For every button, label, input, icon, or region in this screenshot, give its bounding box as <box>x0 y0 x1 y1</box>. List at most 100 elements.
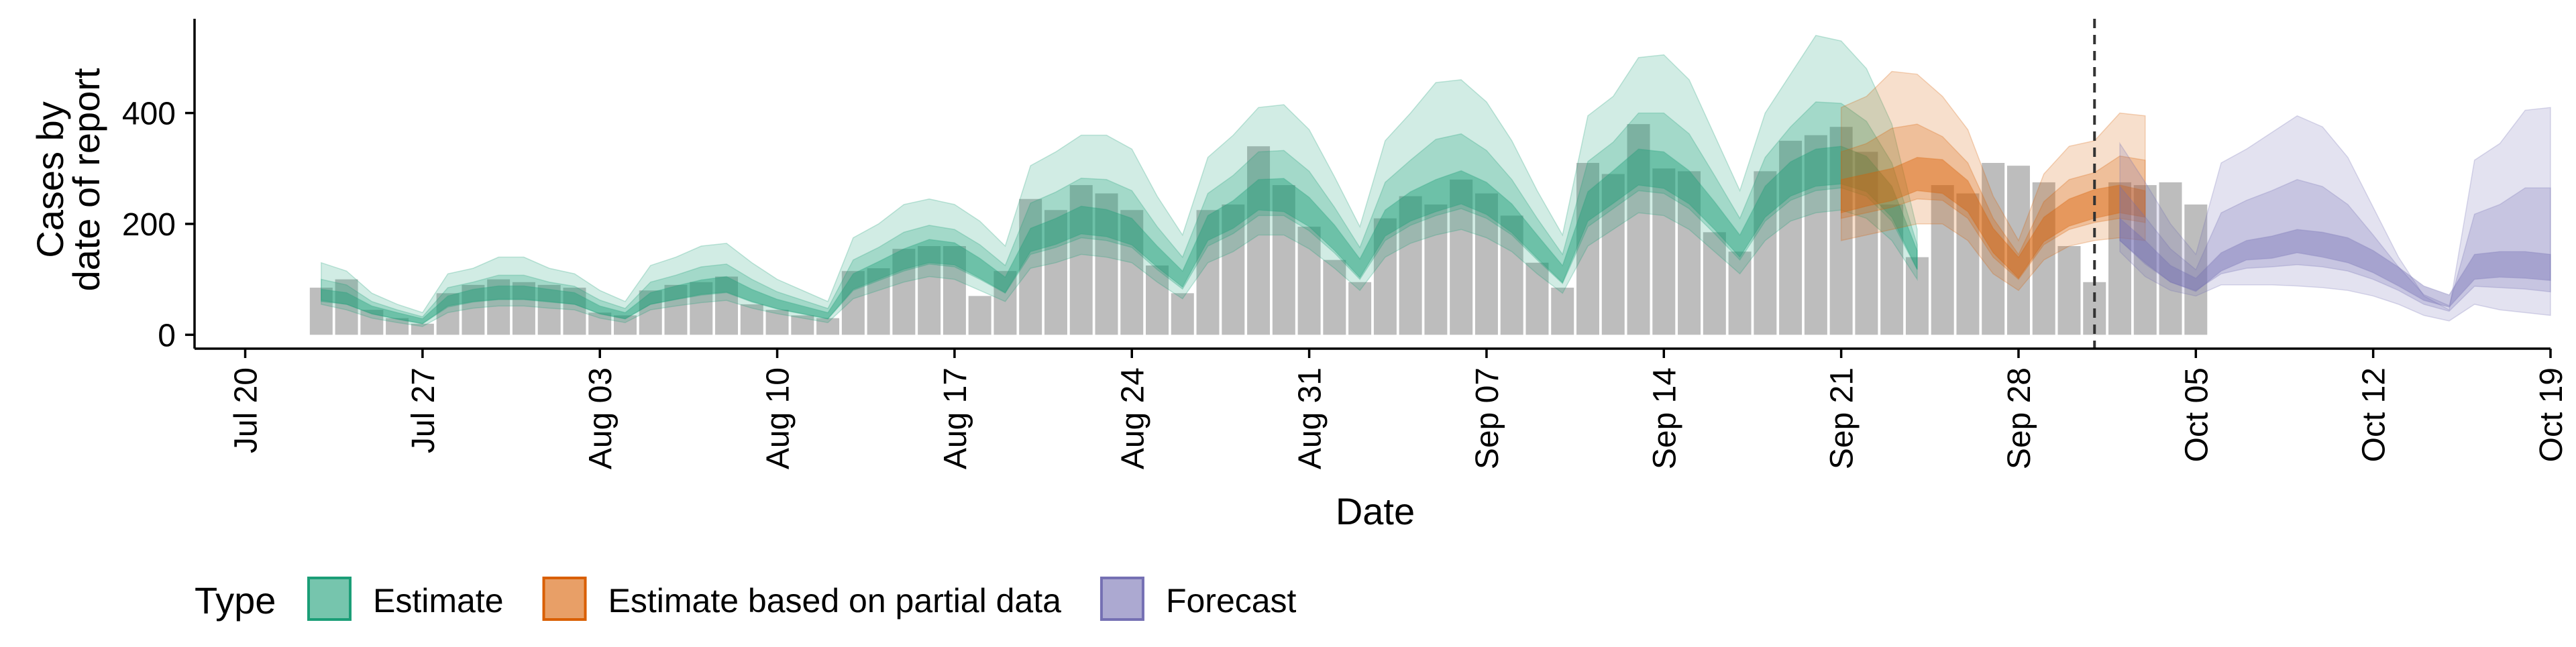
case-bar <box>2006 166 2030 335</box>
case-bar <box>1019 198 1042 335</box>
estimate-based-on-partial-data-band-90 <box>1840 70 2146 292</box>
legend-label-estimate: Estimate <box>373 582 504 620</box>
case-bar <box>1601 174 1625 335</box>
case-bar <box>639 290 662 335</box>
case-bar <box>487 279 511 335</box>
case-bar <box>1525 262 1549 335</box>
case-bar <box>1272 185 1295 335</box>
case-bar <box>1222 204 1245 335</box>
case-bar <box>1500 215 1523 335</box>
case-bar <box>512 282 535 335</box>
legend-swatch-estimate <box>307 577 352 621</box>
case-bar <box>2133 185 2157 335</box>
case-bar <box>765 310 789 335</box>
forecast-band-50 <box>2119 179 2551 312</box>
case-bar <box>791 315 814 335</box>
case-bar <box>1551 288 1574 335</box>
case-bar <box>1728 251 1752 335</box>
case-bar <box>2184 204 2208 335</box>
case-bar <box>816 318 840 335</box>
case-bar <box>1779 140 1803 335</box>
case-bar <box>360 310 384 335</box>
legend-label-estimate-based-on-partial-data: Estimate based on partial data <box>608 582 1062 620</box>
case-bar <box>563 288 586 335</box>
case-bar <box>1399 196 1422 335</box>
case-bar <box>1703 232 1726 335</box>
y-tick-label: 400 <box>122 97 176 132</box>
case-bar <box>1931 185 1954 335</box>
case-bar <box>2159 182 2182 335</box>
case-bar <box>994 271 1017 335</box>
case-bar <box>1146 265 1169 335</box>
case-bar <box>1754 171 1777 335</box>
case-bar <box>1171 293 1194 335</box>
case-bar <box>1297 227 1321 335</box>
y-tick-label: 0 <box>158 318 176 353</box>
x-tick-label: Aug 03 <box>583 367 619 469</box>
case-bar <box>1804 135 1827 335</box>
case-bar <box>1373 218 1397 335</box>
axes-layer <box>193 19 2551 350</box>
y-tick-label: 200 <box>122 207 176 243</box>
case-bar <box>1323 259 1346 335</box>
case-bar <box>1044 210 1067 335</box>
case-bar <box>740 304 763 335</box>
case-bar <box>918 246 941 335</box>
legend-swatch-forecast <box>1099 577 1144 621</box>
case-bar <box>613 315 637 335</box>
x-tick-label: Sep 07 <box>1470 367 1505 469</box>
y-axis-title-line-1: Cases by <box>29 101 71 257</box>
ticks-layer: 0 200 400 Jul 20 Jul 27 Aug 03 Aug 10 Aug 17 Aug… <box>122 97 2569 470</box>
x-tick-label: Sep 28 <box>2002 367 2037 469</box>
case-bar <box>1424 204 1448 335</box>
legend: Type Estimate Estimate based on partial d… <box>195 577 1297 622</box>
case-bar <box>1196 210 1220 335</box>
case-bar <box>2108 182 2132 335</box>
legend-label-forecast: Forecast <box>1166 582 1297 620</box>
legend-swatch-estimate-based-on-partial-data <box>542 577 587 621</box>
case-bar <box>2032 182 2055 335</box>
case-bar <box>1627 124 1650 335</box>
case-bar <box>1576 162 1599 335</box>
case-bar <box>1450 179 1473 335</box>
case-bar <box>892 249 916 335</box>
case-bar <box>537 284 561 335</box>
case-bar <box>436 293 460 335</box>
case-bar <box>1829 127 1853 335</box>
x-tick-label: Jul 20 <box>229 367 264 453</box>
case-bar <box>1348 282 1372 335</box>
case-bar <box>1678 171 1701 335</box>
x-tick-label: Oct 19 <box>2534 367 2569 462</box>
case-bar <box>1956 193 1980 335</box>
case-bar <box>968 296 991 335</box>
legend-title: Type <box>195 579 276 622</box>
case-bar <box>690 282 713 335</box>
bands-layer <box>321 34 2551 327</box>
case-bar <box>462 284 485 335</box>
case-bar <box>309 288 333 335</box>
case-bar <box>1120 210 1144 335</box>
x-tick-label: Jul 27 <box>406 367 441 453</box>
forecast-band-20 <box>2119 217 2551 308</box>
x-tick-label: Aug 17 <box>938 367 973 469</box>
case-bar <box>1880 204 1904 335</box>
estimate-band-50 <box>321 101 1918 325</box>
estimate-band-20 <box>321 145 1918 325</box>
x-tick-label: Oct 05 <box>2179 367 2214 462</box>
case-bar <box>588 312 612 335</box>
case-bar <box>1652 168 1676 335</box>
case-bar <box>715 276 739 335</box>
estimate-band-90 <box>321 34 1918 327</box>
case-bar <box>411 323 434 335</box>
case-bar <box>1982 162 2005 335</box>
x-tick-label: Sep 21 <box>1825 367 1860 469</box>
y-axis-title: Cases by date of report <box>29 68 107 292</box>
case-bar <box>943 246 966 335</box>
forecast-band-90 <box>2119 107 2551 322</box>
x-tick-label: Aug 31 <box>1293 367 1328 469</box>
estimate-based-on-partial-data-band-20 <box>1840 156 2146 280</box>
case-bar <box>1855 152 1878 335</box>
y-axis-title-line-2: date of report <box>65 68 107 292</box>
case-bar <box>386 318 409 335</box>
